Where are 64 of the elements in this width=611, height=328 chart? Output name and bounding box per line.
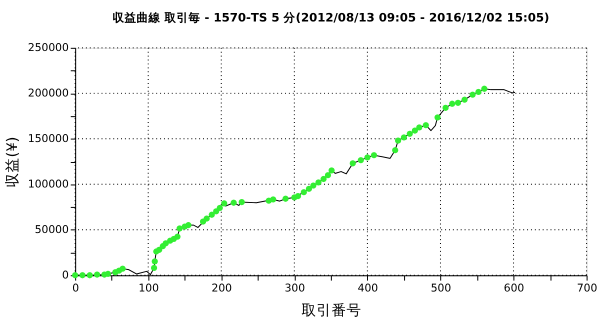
point (176, 225, 183, 232)
point (310, 182, 316, 189)
x-axis-title: 取引番号 (301, 302, 362, 319)
point (238, 199, 245, 206)
chart-title: 収益曲線 取引毎 - 1570-TS 5 分(2012/08/13 09:05 - 2016/12/02 15:05) (112, 10, 550, 24)
point (406, 130, 413, 137)
point (306, 186, 312, 192)
point (400, 134, 408, 141)
y-tick-label: 200000 (28, 86, 69, 100)
point (94, 272, 100, 278)
point (350, 160, 356, 166)
point (86, 272, 93, 278)
y-tick-label: 100000 (28, 178, 69, 191)
y-tick-label: 250000 (28, 41, 69, 54)
x-tick-label: 700 (576, 281, 598, 294)
point (416, 124, 422, 131)
point (156, 246, 162, 253)
x-tick-label: 600 (504, 281, 524, 294)
point (174, 234, 181, 240)
point (470, 92, 476, 98)
point (392, 147, 398, 154)
point (442, 104, 449, 111)
point (300, 189, 307, 196)
point (294, 193, 302, 200)
point (324, 172, 332, 178)
y-tick-label: 50000 (34, 223, 69, 236)
point (370, 152, 378, 158)
point (79, 272, 86, 278)
y-tick-label: 150000 (28, 132, 69, 146)
point (320, 176, 327, 182)
point (481, 86, 488, 92)
point (475, 88, 482, 96)
point (270, 196, 276, 203)
point (208, 212, 215, 218)
point (328, 167, 335, 174)
point (434, 114, 441, 120)
point (449, 100, 456, 107)
point (204, 215, 210, 222)
y-tick-label: 0 (62, 268, 69, 282)
point (150, 264, 158, 272)
point (104, 270, 112, 277)
point (185, 222, 192, 228)
point (315, 179, 322, 186)
point (216, 204, 223, 212)
point (120, 266, 126, 272)
x-tick-label: 500 (430, 281, 452, 294)
y-axis-title: 収益(¥) (4, 136, 22, 188)
point (221, 200, 228, 206)
point (152, 258, 158, 264)
point (358, 157, 364, 164)
point (282, 196, 289, 202)
point (230, 200, 237, 206)
x-tick-label: 0 (72, 281, 80, 294)
point (162, 240, 169, 246)
x-tick-label: 300 (284, 281, 306, 294)
point (461, 96, 468, 103)
point (454, 100, 462, 106)
x-tick-label: 200 (212, 281, 232, 294)
point (412, 128, 418, 134)
point (395, 138, 402, 144)
x-tick-label: 100 (138, 281, 160, 294)
point (422, 122, 429, 128)
x-tick-label: 400 (358, 281, 378, 294)
point (364, 154, 370, 161)
